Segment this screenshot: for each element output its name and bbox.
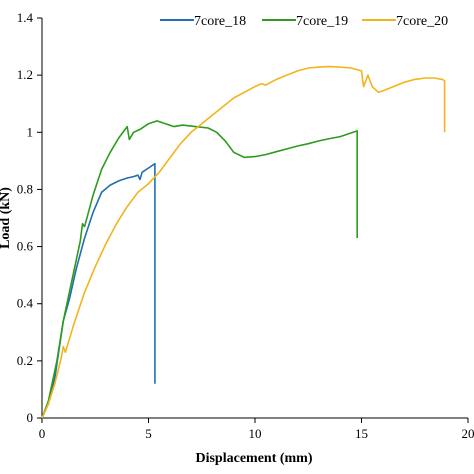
x-tick-label: 5 [145,426,152,441]
y-tick-label: 0.4 [17,296,34,311]
series-line-7core-20 [41,65,446,419]
legend-label-7core-18: 7core_18 [194,14,246,29]
y-axis-label: Load (kN) [0,187,13,249]
y-tick-label: 0 [27,410,34,425]
legend: 7core_18 7core_19 7core_20 [160,14,448,29]
series-line-7core-19 [41,120,358,419]
x-tick-label: 0 [39,426,46,441]
legend-label-7core-19: 7core_19 [296,14,348,29]
y-tick-label: 1 [27,124,34,139]
plot-frame [41,18,468,419]
legend-label-7core-20: 7core_20 [396,14,448,29]
y-tick-label: 0.8 [17,181,33,196]
x-tick-label: 15 [355,426,368,441]
series-line-7core-18 [41,162,156,419]
y-tick-label: 0.6 [17,239,34,254]
y-tick-label: 1.2 [17,67,33,82]
y-tick-label: 0.2 [17,353,33,368]
series-layer [41,65,446,419]
y-axis: 0 0.2 0.4 0.6 0.8 1 1.2 1.4 [17,10,42,425]
x-tick-label: 20 [462,426,474,441]
x-axis-label: Displacement (mm) [195,451,312,466]
x-tick-label: 10 [249,426,262,441]
x-axis: 0 5 10 15 20 [39,418,474,441]
y-tick-label: 1.4 [17,10,34,25]
